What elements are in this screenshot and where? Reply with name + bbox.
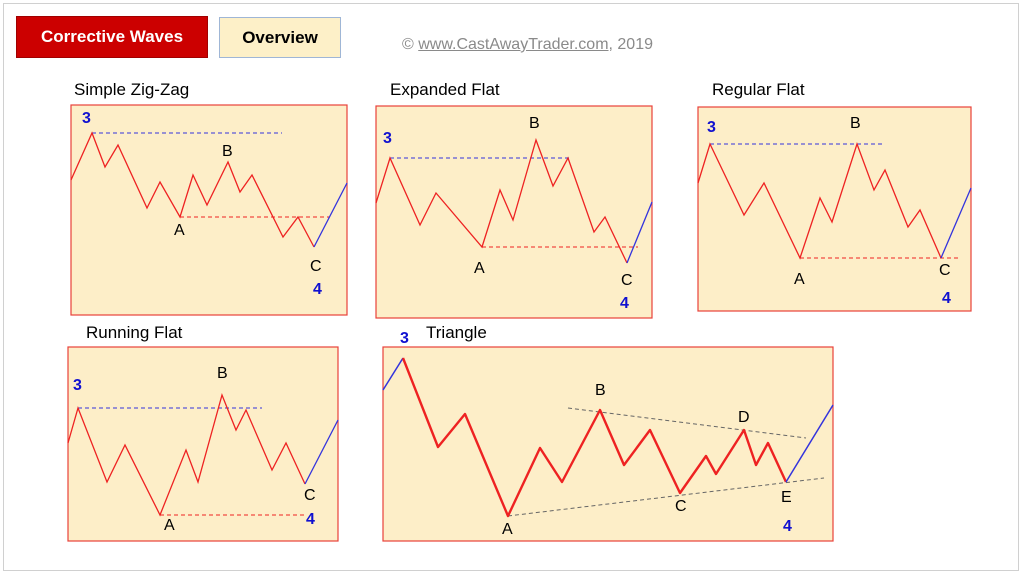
corrective-wave-line <box>697 142 942 260</box>
wave-label-3: 3 <box>82 110 91 127</box>
panel-title-running-flat: Running Flat <box>86 323 183 342</box>
slide-frame <box>3 3 1019 571</box>
wave-label-c: C <box>939 262 951 279</box>
impulse-wave-line <box>626 201 653 264</box>
panel-box <box>697 106 972 312</box>
wave-label-4: 4 <box>942 290 951 307</box>
panel-title-simple-zigzag: Simple Zig-Zag <box>74 80 190 99</box>
wave-label-b: B <box>595 382 606 399</box>
corrective-wave-line <box>67 392 306 517</box>
copyright-suffix: , 2019 <box>608 36 653 53</box>
tab-corrective-waves[interactable]: Corrective Waves <box>16 16 208 58</box>
corrective-wave-line <box>70 131 315 248</box>
panel-regular-flat: 3 B A C 4 <box>697 106 972 312</box>
wave-label-c: C <box>621 272 633 289</box>
wave-label-a: A <box>794 271 805 288</box>
panel-triangle: 3 B D A C E 4 <box>382 330 834 542</box>
triangle-wave-line <box>401 357 788 518</box>
wave-label-4: 4 <box>313 281 322 298</box>
impulse-wave-line <box>785 404 834 483</box>
wave-label-c: C <box>675 498 687 515</box>
wave-label-b: B <box>529 115 540 132</box>
impulse-wave-line <box>304 419 339 485</box>
wave-label-3: 3 <box>383 130 392 147</box>
wave-label-a: A <box>164 517 175 534</box>
panel-title-triangle: Triangle <box>426 323 487 342</box>
wave-label-3: 3 <box>73 377 82 394</box>
copyright-prefix: © <box>402 36 419 53</box>
wave-3-impulse-line <box>382 357 404 391</box>
panel-expanded-flat: 3 B A C 4 <box>375 105 653 319</box>
impulse-wave-line <box>313 182 348 248</box>
panel-box <box>67 346 339 542</box>
upper-trendline <box>567 407 807 439</box>
copyright-link[interactable]: www.CastAwayTrader.com <box>418 36 609 53</box>
wave-label-b: B <box>850 115 861 132</box>
panel-box <box>382 346 834 542</box>
panel-box <box>70 104 348 316</box>
copyright-notice: © www.CastAwayTrader.com, 2019 <box>402 36 653 54</box>
wave-label-a: A <box>502 521 513 538</box>
wave-label-d: D <box>738 409 750 426</box>
tab-overview[interactable]: Overview <box>219 17 341 58</box>
panel-simple-zigzag: 3 B A C 4 <box>70 104 348 316</box>
wave-label-c: C <box>304 487 316 504</box>
panel-title-regular-flat: Regular Flat <box>712 80 805 99</box>
wave-label-4: 4 <box>620 295 629 312</box>
panel-box <box>375 105 653 319</box>
corrective-wave-line <box>375 137 628 264</box>
wave-label-a: A <box>474 260 485 277</box>
wave-label-3: 3 <box>400 330 409 347</box>
wave-label-c: C <box>310 258 322 275</box>
panel-running-flat: 3 B A C 4 <box>67 346 339 542</box>
impulse-wave-line <box>940 187 972 259</box>
wave-label-b: B <box>222 143 233 160</box>
wave-label-e: E <box>781 489 792 506</box>
wave-label-4: 4 <box>306 511 315 528</box>
panel-title-expanded-flat: Expanded Flat <box>390 80 500 99</box>
wave-label-3: 3 <box>707 119 716 136</box>
wave-label-b: B <box>217 365 228 382</box>
wave-label-a: A <box>174 222 185 239</box>
wave-label-4: 4 <box>783 518 792 535</box>
